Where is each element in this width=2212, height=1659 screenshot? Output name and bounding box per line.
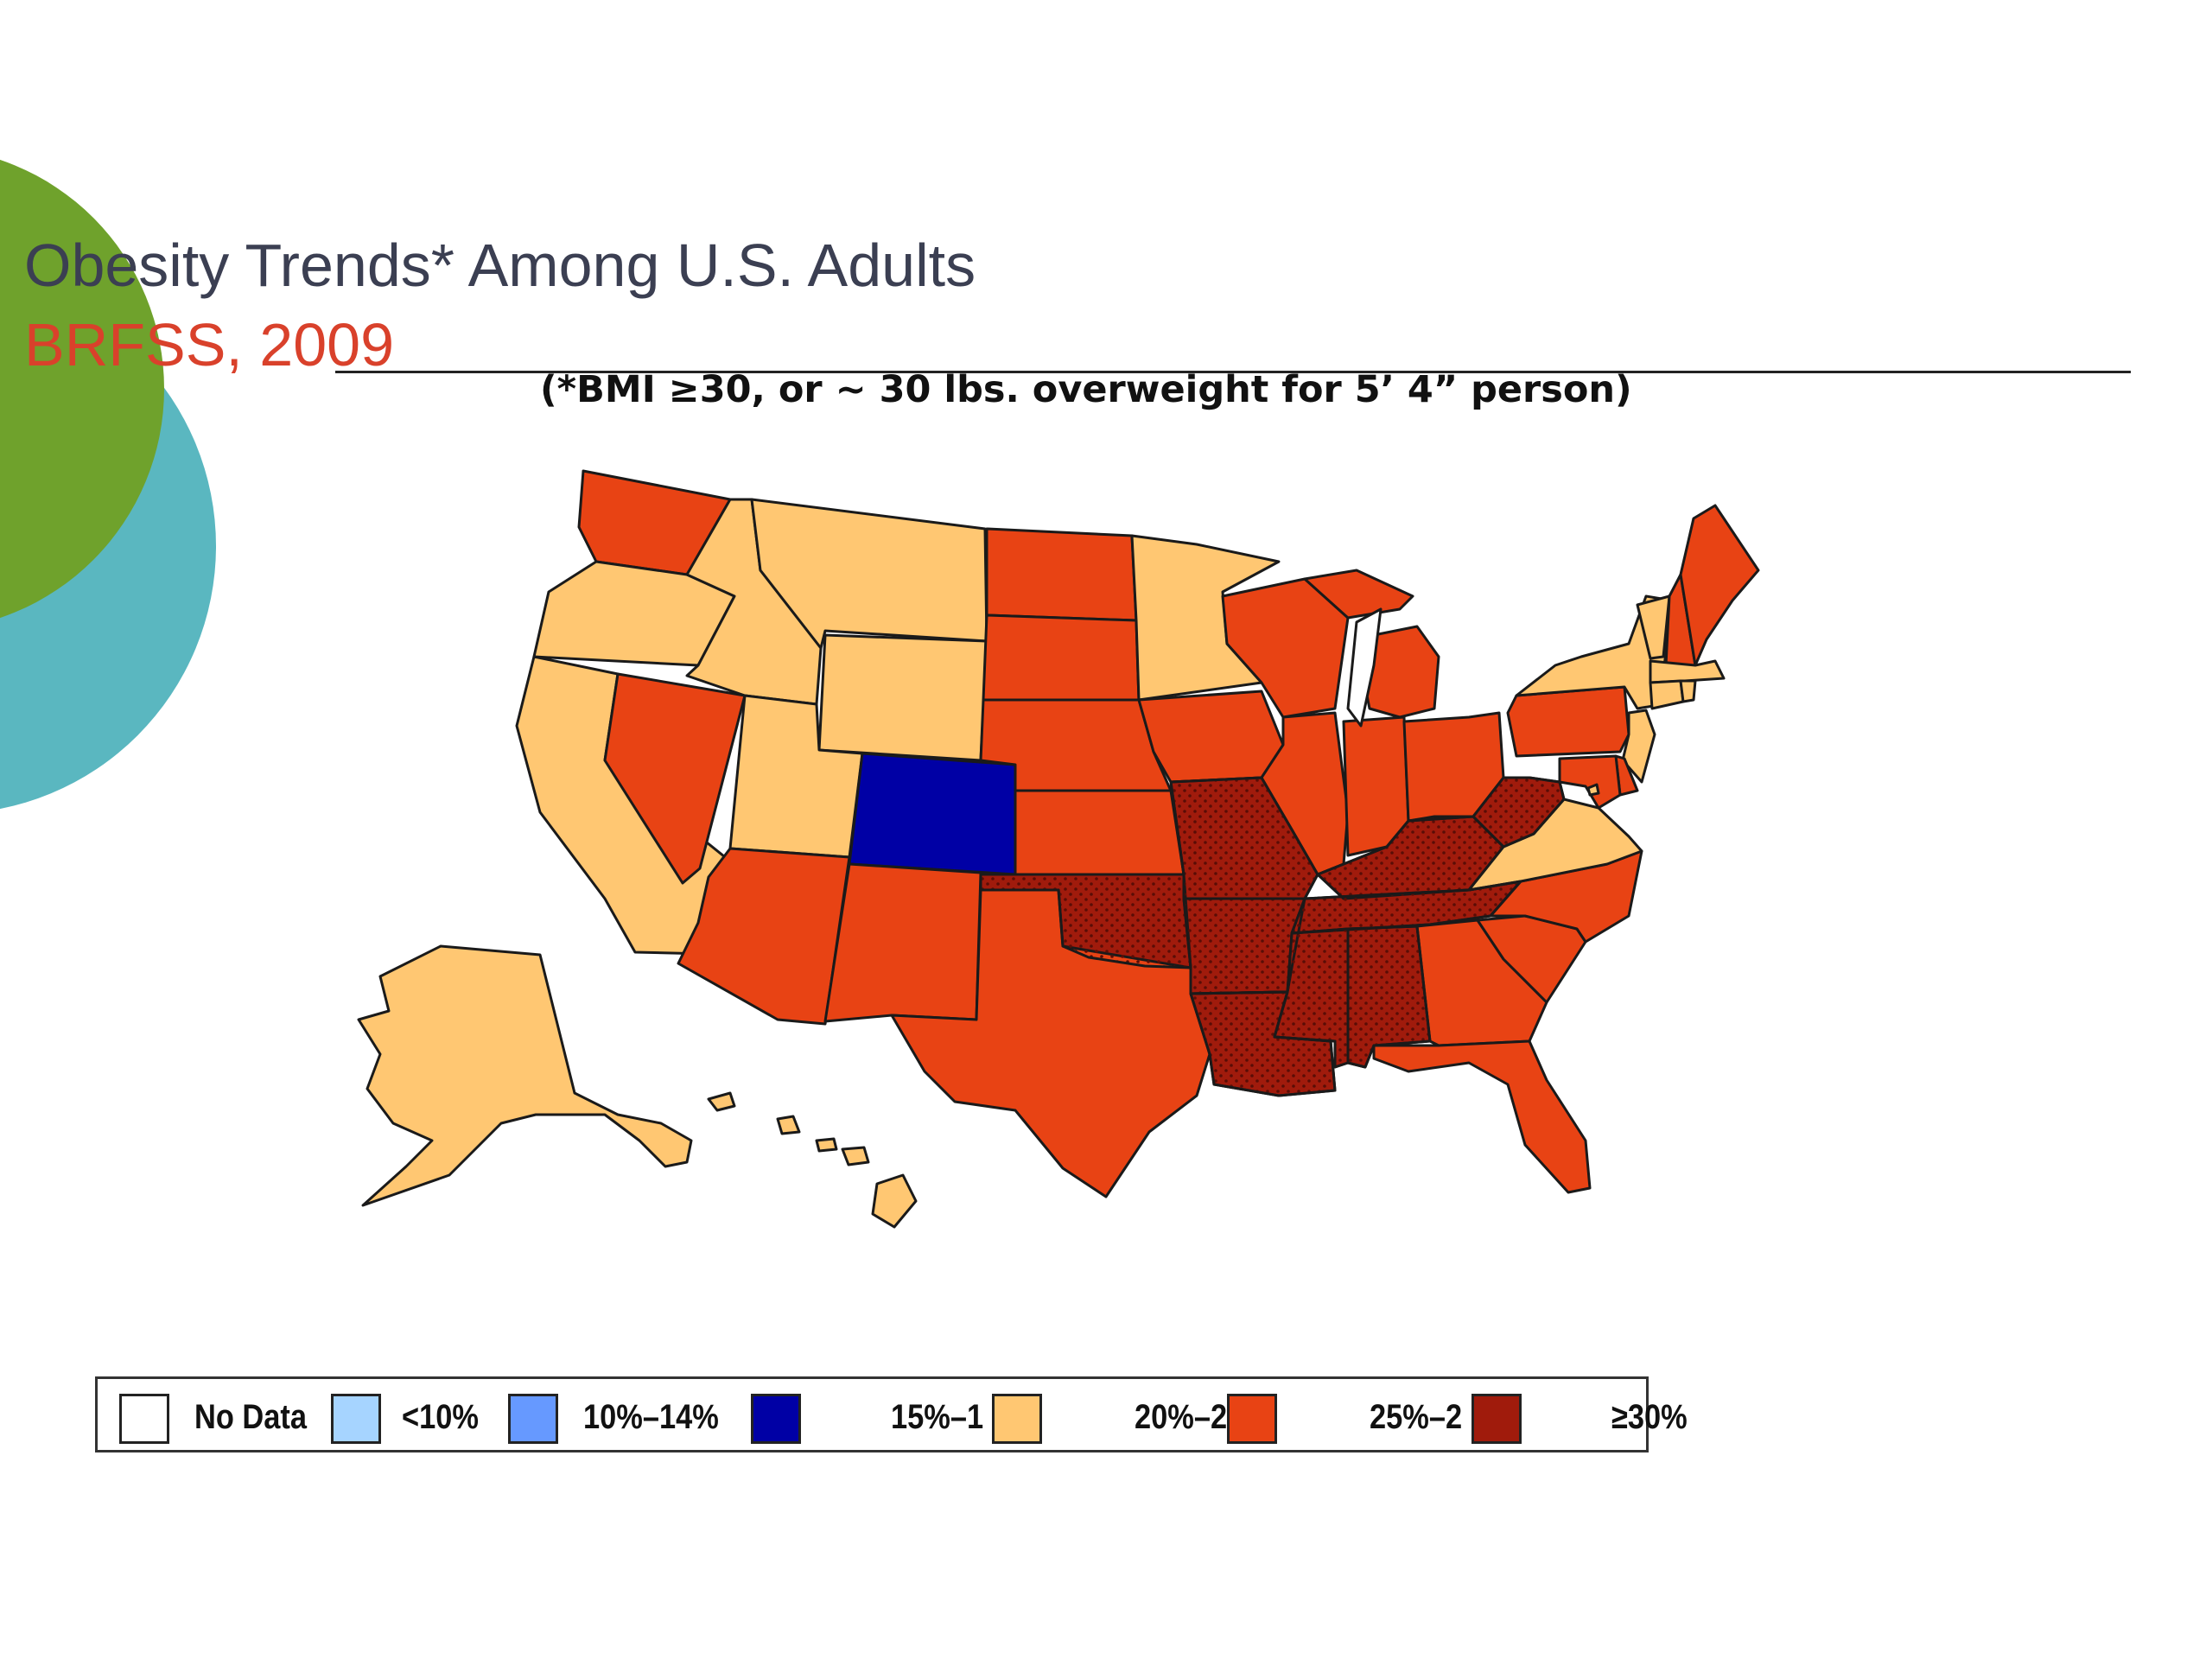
state-VT (1636, 594, 1671, 660)
legend-label-15-19: 15%–1 (891, 1398, 984, 1436)
state-WY (817, 633, 988, 762)
state-WV-hatch (1471, 776, 1566, 849)
state-PA (1506, 685, 1630, 758)
state-ND (985, 527, 1138, 622)
state-MO-hatch (1169, 776, 1319, 900)
legend-swatch-under-10 (331, 1394, 381, 1444)
state-SD (982, 613, 1141, 702)
legend-label-30-plus: ≥30% (1611, 1398, 1688, 1436)
map-subtitle: (*BMI ≥30, or ~ 30 lbs. overweight for 5… (540, 368, 1632, 411)
legend-swatch-no-data (119, 1394, 169, 1444)
legend-swatch-15-19 (751, 1394, 801, 1444)
state-RI (1679, 679, 1697, 703)
legend-swatch-20-24 (992, 1394, 1042, 1444)
slide-title: Obesity Trends* Among U.S. Adults (24, 232, 976, 299)
state-NM (823, 862, 982, 1023)
state-FL (1372, 1039, 1592, 1194)
hatch-layer (979, 776, 1566, 1097)
state-AR-hatch (1182, 897, 1306, 995)
state-ME (1679, 504, 1760, 667)
slide-title-year: BRFSS, 2009 (24, 311, 394, 378)
legend-label-25-29: 25%–2 (1370, 1398, 1463, 1436)
legend-label-10-14: 10%–14% (583, 1398, 719, 1436)
state-CO (848, 752, 1017, 876)
states-layer (357, 469, 1760, 1229)
legend-label-20-24: 20%–2 (1135, 1398, 1228, 1436)
state-KS (1014, 789, 1185, 876)
state-CT (1649, 679, 1685, 710)
state-DC (1586, 783, 1600, 797)
state-AL-hatch (1346, 925, 1432, 1069)
lake-michigan (1346, 607, 1382, 728)
state-MT (750, 498, 988, 650)
legend-swatch-10-14 (508, 1394, 558, 1444)
legend: No Data <10% 10%–14% 15%–1 20%–2 25%–2 ≥… (95, 1376, 1688, 1452)
decor-green-circle (0, 159, 164, 619)
legend-label-no-data: No Data (194, 1398, 307, 1436)
state-AK (357, 944, 693, 1207)
legend-swatch-30-plus (1471, 1394, 1522, 1444)
state-NJ (1621, 709, 1656, 784)
state-NV (603, 672, 747, 885)
state-HI (707, 1091, 918, 1229)
legend-swatch-25-29 (1227, 1394, 1277, 1444)
legend-label-under-10: <10% (402, 1398, 479, 1436)
title-rule (335, 371, 2131, 373)
state-MA (1649, 659, 1726, 684)
